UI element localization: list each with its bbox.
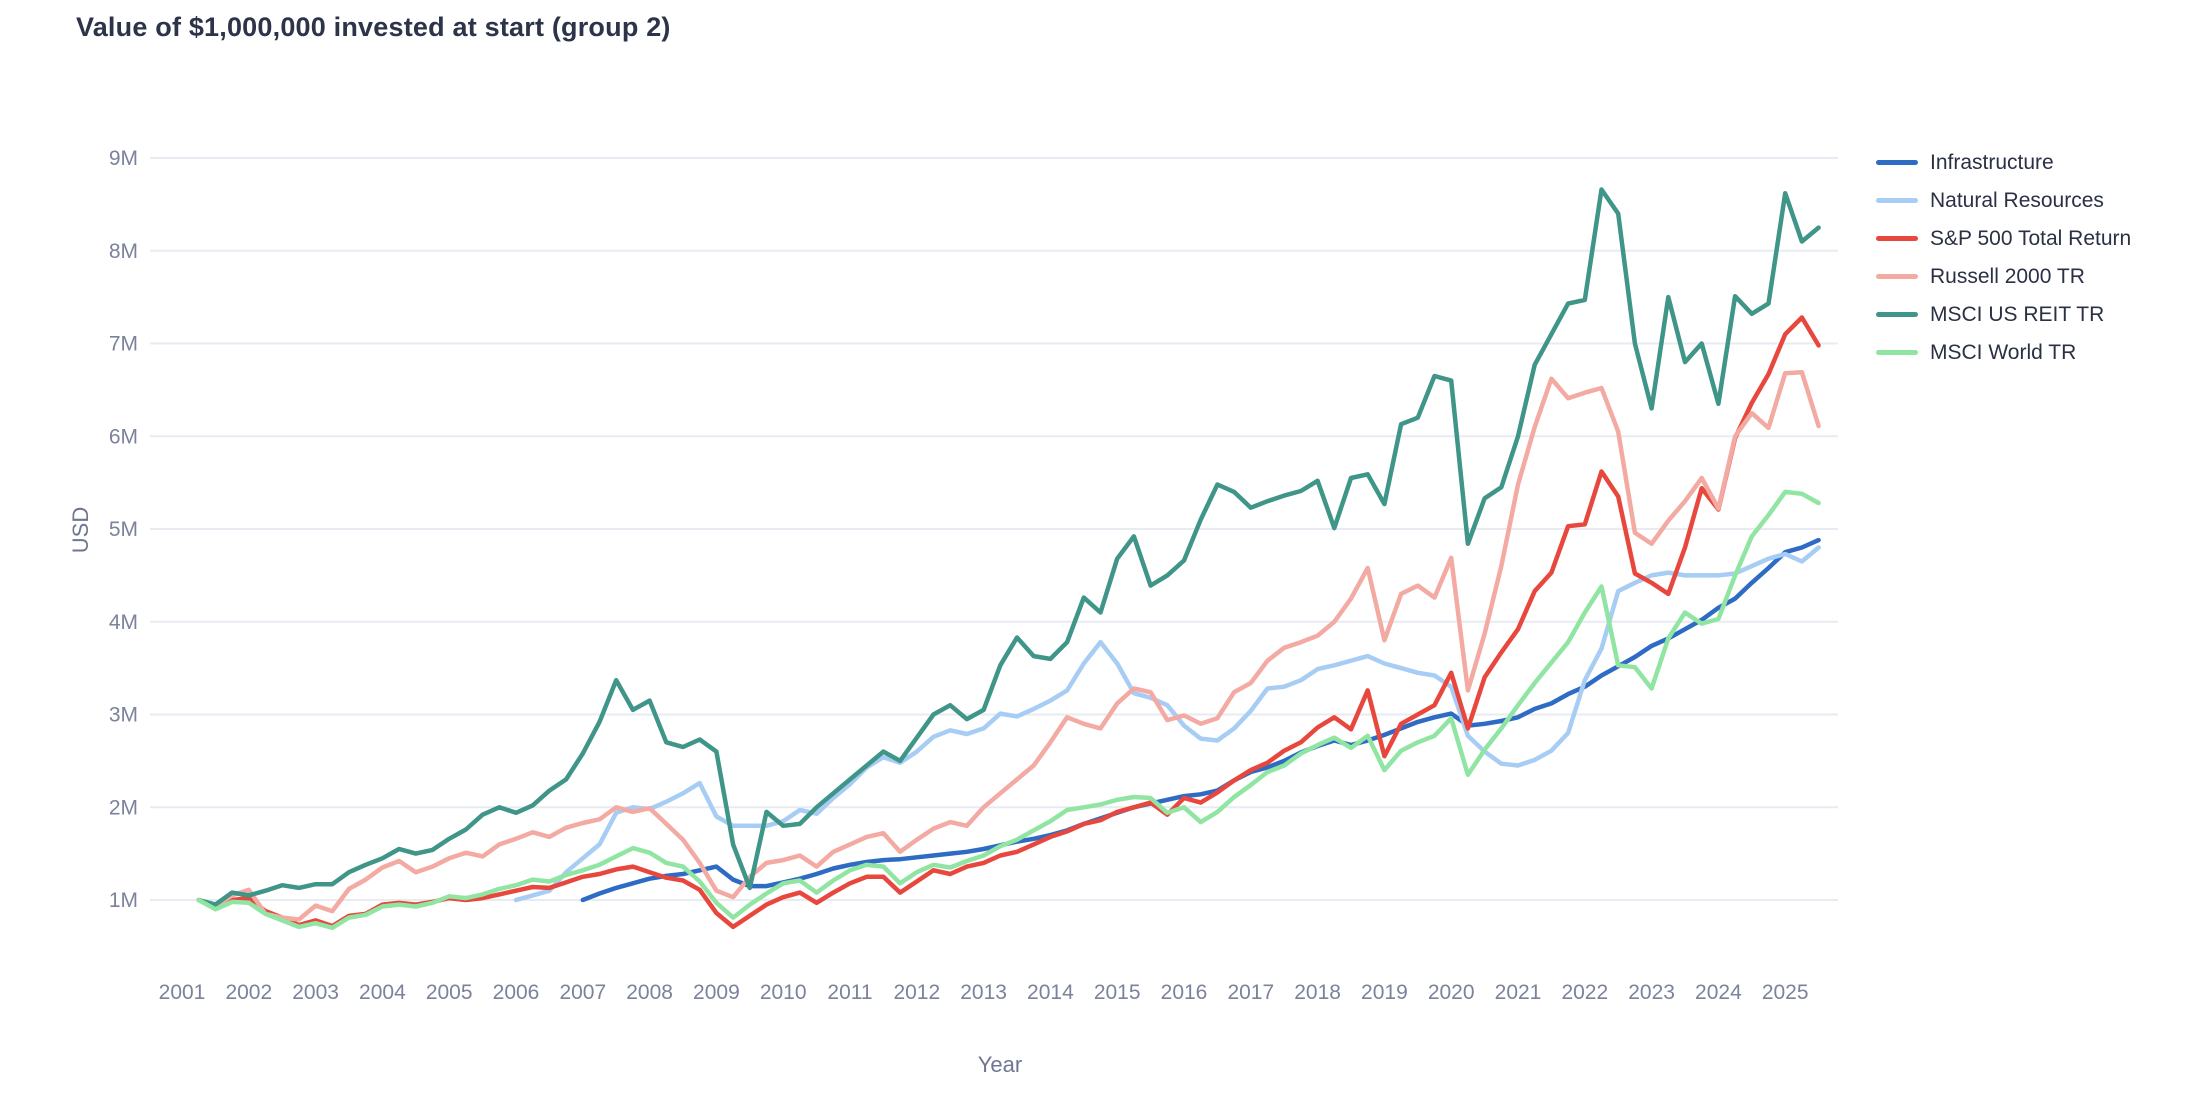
x-tick-2022: 2022 (1561, 981, 1608, 1004)
x-tick-2002: 2002 (225, 981, 272, 1004)
legend-item-msci-world-tr[interactable]: MSCI World TR (1876, 340, 2131, 365)
series-line-russell-2000-tr (196, 370, 1821, 922)
x-tick-2012: 2012 (893, 981, 940, 1004)
legend-swatch-icon (1876, 350, 1918, 355)
y-tick-5M: 5M (109, 518, 138, 541)
legend-label: MSCI US REIT TR (1930, 302, 2105, 326)
legend-item-infrastructure[interactable]: Infrastructure (1876, 150, 2131, 175)
series-line-msci-world-tr (196, 489, 1821, 931)
y-tick-3M: 3M (109, 704, 138, 727)
legend-label: S&P 500 Total Return (1930, 226, 2132, 250)
x-tick-2008: 2008 (626, 981, 673, 1004)
series-line-infrastructure (580, 537, 1821, 903)
x-tick-2013: 2013 (960, 981, 1007, 1004)
x-tick-2006: 2006 (493, 981, 540, 1004)
y-tick-4M: 4M (109, 611, 138, 634)
x-tick-2017: 2017 (1227, 981, 1274, 1004)
y-axis-title: USD (68, 507, 93, 553)
x-tick-2015: 2015 (1094, 981, 1141, 1004)
legend-swatch-icon (1876, 236, 1918, 241)
x-tick-2014: 2014 (1027, 981, 1074, 1004)
legend-swatch-icon (1876, 274, 1918, 279)
x-tick-2025: 2025 (1762, 981, 1809, 1004)
legend-item-russell-2000-tr[interactable]: Russell 2000 TR (1876, 264, 2131, 289)
x-tick-2023: 2023 (1628, 981, 1675, 1004)
x-tick-2005: 2005 (426, 981, 473, 1004)
legend-item-natural-resources[interactable]: Natural Resources (1876, 188, 2131, 213)
y-tick-8M: 8M (109, 240, 138, 263)
x-tick-2019: 2019 (1361, 981, 1408, 1004)
legend-swatch-icon (1876, 312, 1918, 317)
series-line-msci-us-reit-tr (196, 187, 1821, 907)
x-tick-2011: 2011 (827, 981, 872, 1004)
y-tick-7M: 7M (109, 333, 138, 356)
x-tick-2020: 2020 (1428, 981, 1475, 1004)
legend-label: Natural Resources (1930, 188, 2104, 212)
x-tick-2007: 2007 (559, 981, 606, 1004)
legend-label: Russell 2000 TR (1930, 264, 2085, 288)
x-tick-2001: 2001 (159, 981, 206, 1004)
x-tick-2016: 2016 (1161, 981, 1208, 1004)
x-tick-2004: 2004 (359, 981, 406, 1004)
legend-label: Infrastructure (1930, 150, 2054, 174)
y-tick-6M: 6M (109, 425, 138, 448)
x-tick-2018: 2018 (1294, 981, 1341, 1004)
x-tick-2010: 2010 (760, 981, 807, 1004)
legend-item-msci-us-reit-tr[interactable]: MSCI US REIT TR (1876, 302, 2131, 327)
legend-swatch-icon (1876, 198, 1918, 203)
x-tick-2003: 2003 (292, 981, 339, 1004)
x-axis-title: Year (978, 1052, 1022, 1077)
chart-title: Value of $1,000,000 invested at start (g… (76, 12, 671, 42)
y-tick-2M: 2M (109, 796, 138, 819)
y-tick-9M: 9M (109, 147, 138, 170)
y-tick-1M: 1M (109, 889, 138, 912)
series-line-natural-resources (513, 545, 1821, 903)
legend-item-s-p-500-total-return[interactable]: S&P 500 Total Return (1876, 226, 2131, 251)
x-tick-2021: 2021 (1495, 981, 1542, 1004)
legend-label: MSCI World TR (1930, 340, 2077, 364)
legend: Infrastructure Natural Resources S&P 500 T… (1876, 150, 2131, 365)
legend-swatch-icon (1876, 160, 1918, 165)
x-tick-2009: 2009 (693, 981, 740, 1004)
x-tick-2024: 2024 (1695, 981, 1742, 1004)
